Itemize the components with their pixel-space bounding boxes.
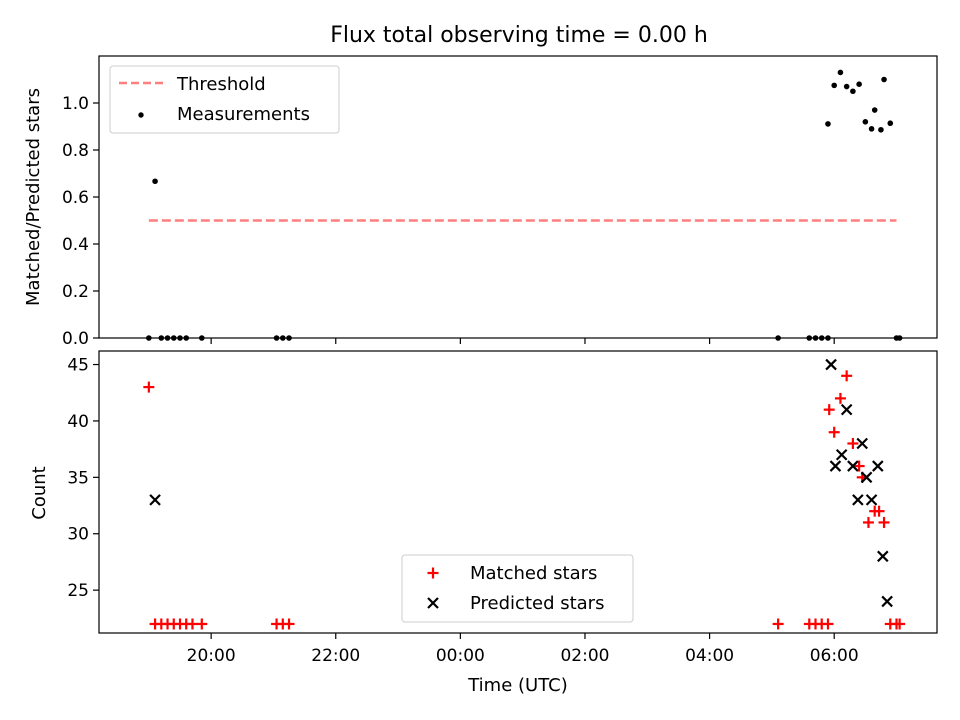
- count-y-tick-label: 45: [67, 356, 89, 376]
- measurement-point: [878, 126, 884, 133]
- predicted-star-point: [835, 448, 848, 461]
- predicted-star-point: [852, 494, 864, 506]
- count-x-tick-label: 22:00: [311, 646, 360, 666]
- measurement-point: [868, 126, 875, 132]
- predicted-star-point: [840, 403, 853, 416]
- matched-stars-legend-marker: [427, 567, 439, 579]
- ratio-panel-legend-frame: [109, 65, 340, 134]
- figure-title: Flux total observing time = 0.00 h: [330, 23, 708, 48]
- measurement-point: [871, 107, 878, 113]
- measurement-point: [881, 76, 887, 83]
- count-x-tick-label: 02:00: [560, 646, 609, 666]
- ratio-y-tick-label: 0.0: [62, 329, 89, 349]
- count-x-tick-label: 04:00: [685, 646, 734, 666]
- threshold-legend-label: Threshold: [176, 74, 266, 95]
- ratio-panel-legend: Threshold Measurements: [109, 65, 340, 134]
- matched-star-point: [186, 618, 198, 630]
- measurement-point: [825, 121, 831, 127]
- predicted-star-point: [825, 358, 837, 371]
- matched-star-point: [834, 392, 846, 404]
- matched-star-point: [878, 516, 890, 528]
- count-panel-frame: [98, 350, 938, 634]
- count-y-tick-label: 35: [67, 468, 89, 488]
- predicted-star-point: [877, 550, 889, 563]
- measurement-point: [862, 119, 869, 125]
- matched-star-point: [847, 437, 859, 449]
- predicted-star-point: [149, 494, 161, 506]
- ratio-y-tick-label: 1.0: [62, 94, 89, 114]
- predicted-star-point: [865, 494, 878, 506]
- matched-stars-legend-label: Matched stars: [470, 563, 597, 584]
- ratio-panel: 0.0 0.2 0.4 0.6 0.8 1.0 Matched/Predicted sta…: [23, 55, 938, 349]
- matched-star-point: [873, 505, 885, 517]
- matched-star-point: [143, 381, 155, 393]
- measurement-point: [837, 69, 844, 76]
- count-panel-marks: [143, 358, 906, 630]
- matched-star-point: [828, 426, 840, 438]
- matched-star-point: [841, 370, 853, 382]
- predicted-star-point: [881, 595, 893, 608]
- predicted-star-point: [860, 471, 873, 484]
- measurement-point: [856, 81, 862, 87]
- count-y-tick-label: 25: [67, 581, 89, 601]
- count-panel-y-axis-label: Count: [29, 466, 50, 519]
- predicted-stars-legend-marker: [427, 597, 439, 609]
- matched-star-point: [772, 618, 784, 630]
- ratio-panel-y-axis: 0.0 0.2 0.4 0.6 0.8 1.0: [62, 94, 99, 349]
- measurement-point: [843, 83, 850, 90]
- count-panel: 25 30 35 40 45 20:00 22:00 00:00 02:00 04:00 06:0…: [29, 350, 938, 696]
- measurements-legend-swatch: [138, 112, 144, 118]
- matched-star-point: [283, 618, 295, 630]
- predicted-stars-legend-swatch: [427, 597, 439, 609]
- matched-star-point: [196, 618, 208, 630]
- measurement-point: [887, 120, 894, 127]
- count-x-tick-label: 06:00: [810, 646, 859, 666]
- count-y-tick-label: 40: [67, 412, 89, 432]
- ratio-panel-x-axis: [210, 338, 835, 344]
- predicted-star-point: [829, 460, 842, 472]
- measurement-point: [152, 178, 158, 185]
- ratio-y-tick-label: 0.2: [62, 282, 89, 302]
- count-panel-x-axis-label: Time (UTC): [467, 675, 568, 696]
- count-x-tick-label: 20:00: [187, 646, 236, 666]
- matched-stars-legend-swatch: [427, 567, 439, 579]
- count-panel-legend: Matched stars Predicted stars: [401, 554, 634, 623]
- measurements-legend-label: Measurements: [177, 104, 310, 125]
- ratio-y-tick-label: 0.6: [62, 188, 89, 208]
- count-panel-legend-frame: [401, 554, 634, 623]
- predicted-star-point: [847, 460, 859, 472]
- predicted-stars-legend-label: Predicted stars: [470, 593, 604, 614]
- count-y-tick-label: 30: [67, 525, 89, 545]
- ratio-y-tick-label: 0.8: [62, 141, 89, 161]
- predicted-star-point: [872, 460, 884, 472]
- ratio-panel-marks: [146, 69, 903, 341]
- measurement-point: [831, 82, 837, 89]
- count-panel-x-axis: 20:00 22:00 00:00 02:00 04:00 06:00: [187, 633, 859, 666]
- predicted-star-point: [856, 437, 869, 450]
- matched-star-point: [862, 516, 874, 528]
- count-panel-y-axis: 25 30 35 40 45: [67, 356, 99, 601]
- matched-star-point: [822, 618, 834, 630]
- ratio-panel-y-axis-label: Matched/Predicted stars: [23, 88, 44, 306]
- measurement-point: [850, 88, 856, 95]
- ratio-y-tick-label: 0.4: [62, 235, 89, 255]
- count-x-tick-label: 00:00: [436, 646, 485, 666]
- matched-star-point: [894, 618, 906, 630]
- matched-star-point: [853, 460, 865, 472]
- matched-star-point: [823, 404, 835, 416]
